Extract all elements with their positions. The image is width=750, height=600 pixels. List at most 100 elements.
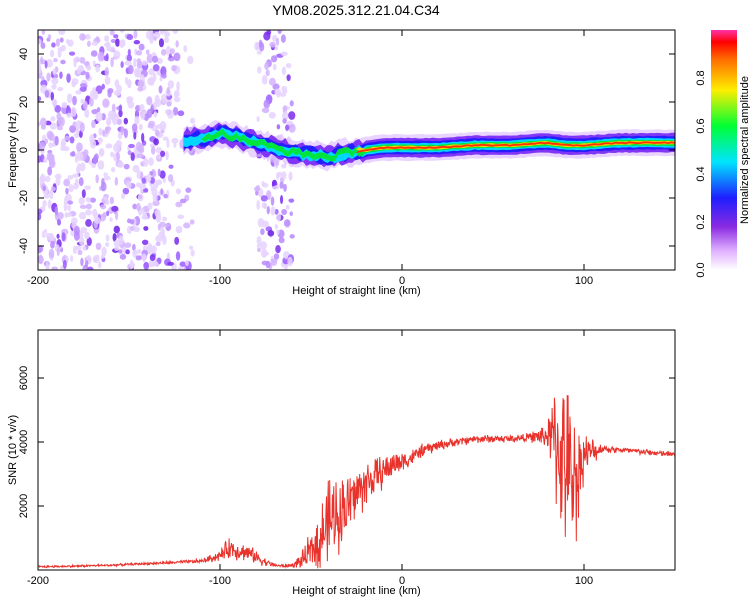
noise-blob xyxy=(116,161,124,168)
noise-blob xyxy=(100,254,105,259)
noise-blob xyxy=(119,39,125,48)
noise-blob xyxy=(163,193,168,199)
noise-blob xyxy=(64,135,71,141)
noise-blob xyxy=(261,182,269,188)
noise-blob xyxy=(146,96,153,106)
noise-blob xyxy=(127,48,131,56)
noise-blob xyxy=(137,80,145,88)
noise-blob xyxy=(105,126,112,132)
noise-blob xyxy=(112,233,117,242)
noise-blob xyxy=(146,174,152,183)
noise-blob xyxy=(164,36,170,44)
noise-blob xyxy=(115,151,120,161)
noise-blob xyxy=(156,57,163,64)
noise-blob xyxy=(42,185,46,192)
noise-blob xyxy=(147,202,153,210)
noise-blob xyxy=(66,105,70,111)
spectrogram-ytick-label: 0 xyxy=(18,147,30,153)
noise-blob xyxy=(38,247,42,254)
noise-blob xyxy=(152,64,160,72)
snr-xtick-label: -200 xyxy=(27,575,49,587)
noise-blob xyxy=(284,264,288,270)
noise-blob xyxy=(127,64,134,75)
noise-blob xyxy=(189,117,196,124)
noise-blob xyxy=(41,230,46,239)
noise-blob xyxy=(282,111,289,121)
noise-blob xyxy=(48,153,55,162)
noise-blob xyxy=(174,236,180,245)
noise-blob xyxy=(276,124,281,130)
noise-blob xyxy=(44,175,51,183)
noise-blob xyxy=(62,259,67,270)
noise-blob xyxy=(123,117,129,125)
noise-blob xyxy=(289,100,294,107)
noise-blob xyxy=(148,157,154,166)
noise-blob xyxy=(95,64,100,73)
noise-blob xyxy=(153,36,157,41)
noise-blob xyxy=(183,222,191,229)
noise-blob xyxy=(135,255,142,261)
snr-y-axis-label: SNR (10 * v/v) xyxy=(7,415,19,485)
noise-blob xyxy=(43,157,48,163)
noise-blob xyxy=(256,235,262,245)
noise-blob xyxy=(256,247,262,253)
noise-blob xyxy=(257,66,262,74)
noise-blob xyxy=(271,179,276,187)
noise-blob xyxy=(149,253,156,262)
noise-blob xyxy=(43,193,50,199)
noise-blob xyxy=(57,218,61,226)
noise-blob xyxy=(173,96,181,103)
noise-blob xyxy=(113,142,121,153)
snr-series-line xyxy=(38,395,675,569)
noise-blob xyxy=(256,200,261,210)
noise-blob xyxy=(65,187,69,195)
noise-blob xyxy=(289,211,294,217)
noise-blob xyxy=(41,76,45,81)
noise-blob xyxy=(277,30,282,34)
noise-blob xyxy=(137,86,144,92)
noise-blob xyxy=(160,49,167,56)
noise-blob xyxy=(153,111,158,118)
noise-blob xyxy=(53,58,58,63)
noise-blob xyxy=(57,86,64,92)
noise-blob xyxy=(47,199,52,209)
noise-blob xyxy=(79,33,86,41)
noise-blob xyxy=(138,123,143,131)
noise-blob xyxy=(268,77,276,86)
noise-blob xyxy=(48,142,53,149)
spectrogram-x-axis-label: Height of straight line (km) xyxy=(292,285,420,297)
noise-blob xyxy=(58,30,66,36)
noise-blob xyxy=(76,166,81,175)
noise-blob xyxy=(96,107,101,113)
noise-blob xyxy=(102,98,110,108)
figure-title: YM08.2025.312.21.04.C34 xyxy=(272,2,440,18)
noise-blob xyxy=(105,242,110,247)
noise-blob xyxy=(45,120,52,126)
noise-blob xyxy=(38,96,42,102)
noise-blob xyxy=(51,98,58,107)
noise-blob xyxy=(38,255,44,264)
noise-blob xyxy=(91,41,99,46)
noise-blob xyxy=(77,249,83,256)
noise-blob xyxy=(137,249,142,255)
noise-blob xyxy=(125,249,130,255)
noise-blob xyxy=(109,30,115,36)
noise-blob xyxy=(65,39,70,44)
noise-blob xyxy=(165,45,171,56)
noise-blob xyxy=(85,197,91,203)
noise-blob xyxy=(270,206,276,216)
noise-blob xyxy=(88,97,94,107)
noise-blob xyxy=(155,147,163,154)
noise-blob xyxy=(107,46,116,53)
noise-blob xyxy=(97,137,103,144)
noise-blob xyxy=(151,146,156,155)
noise-blob xyxy=(274,208,279,215)
noise-blob xyxy=(59,71,63,79)
noise-blob xyxy=(71,78,79,86)
noise-blob xyxy=(267,230,275,237)
spectrogram-xtick-label: 100 xyxy=(575,275,593,287)
noise-blob xyxy=(175,251,181,261)
noise-blob xyxy=(177,110,185,117)
noise-blob xyxy=(285,124,290,131)
noise-blob xyxy=(40,56,44,65)
